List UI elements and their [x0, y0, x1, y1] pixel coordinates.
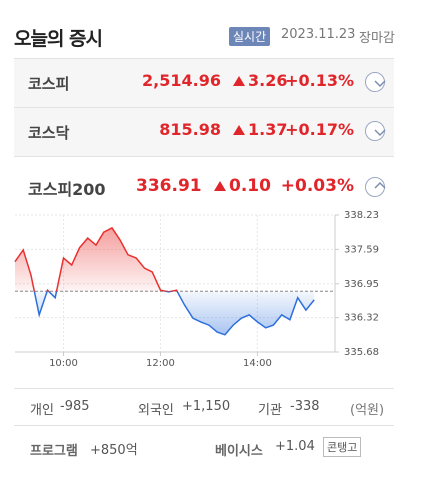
index-rate: +0.13%: [285, 71, 354, 90]
area: [15, 227, 315, 335]
index-row: [14, 107, 394, 156]
y-tick-label: 337.59: [344, 244, 379, 255]
index-value: 336.91: [136, 176, 202, 196]
basis-tag: 콘탱고: [323, 437, 362, 457]
up-arrow: [233, 125, 245, 135]
index-value: 815.98: [159, 120, 221, 139]
x-tick-label: 10:00: [49, 358, 78, 369]
investor-name: 개인: [30, 403, 54, 418]
investor-name: 기관: [258, 403, 282, 418]
investor-name: 외국인: [138, 403, 174, 418]
date: 2023.11.23: [281, 27, 356, 42]
index-name: 코스닥: [28, 124, 70, 142]
price-line: [14, 226, 315, 336]
separator: [14, 156, 394, 157]
up-arrow: [214, 181, 226, 191]
index-change: 1.37: [233, 120, 287, 139]
index-change: 0.10: [214, 176, 271, 196]
index-name: 코스피: [28, 75, 70, 93]
program-value: +850억: [90, 443, 138, 458]
investor-value: +1,150: [182, 399, 231, 414]
separator: [14, 425, 394, 426]
program-label: 프로그램: [30, 444, 78, 459]
basis-value: +1.04: [275, 439, 315, 454]
index-change: 3.26: [233, 71, 287, 90]
investor-value: -985: [60, 399, 90, 414]
investor-value: -338: [290, 399, 320, 414]
index-rate: +0.03%: [280, 176, 354, 196]
x-tick-label: 12:00: [146, 358, 175, 369]
separator: [14, 388, 394, 389]
change-value: 0.10: [229, 176, 271, 196]
index-rate: +0.17%: [285, 120, 354, 139]
chevron-icon: [374, 181, 386, 189]
chevron-icon: [374, 80, 386, 88]
change-value: 3.26: [248, 71, 288, 90]
index-name: 코스피200: [28, 180, 106, 199]
chevron-icon: [374, 129, 386, 137]
title: 오늘의 증시: [14, 28, 103, 50]
y-tick-label: 336.95: [344, 279, 379, 290]
y-tick-label: 336.32: [344, 313, 379, 324]
realtime-badge: 실시간: [229, 27, 271, 46]
change-value: 1.37: [248, 120, 288, 139]
up-arrow: [233, 76, 245, 86]
unit: (억원): [350, 403, 385, 418]
y-tick-label: 335.68: [344, 347, 379, 358]
index-value: 2,514.96: [142, 71, 221, 90]
x-tick-label: 14:00: [243, 358, 272, 369]
basis-label: 베이시스: [215, 444, 263, 459]
index-row: [14, 58, 394, 107]
y-tick-label: 338.23: [344, 210, 379, 221]
market-status: 장마감: [359, 31, 395, 46]
